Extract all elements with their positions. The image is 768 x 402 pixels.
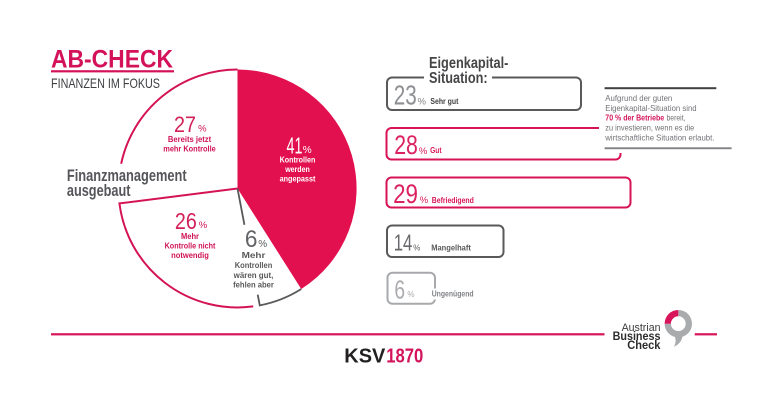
svg-text:Mangelhaft: Mangelhaft <box>431 243 471 253</box>
svg-text:Ungenügend: Ungenügend <box>432 289 474 299</box>
svg-text:70 % der Betriebe: 70 % der Betriebe <box>605 113 664 123</box>
svg-text:%: % <box>199 220 208 231</box>
svg-text:14: 14 <box>394 230 413 256</box>
svg-text:AB-CHECK: AB-CHECK <box>51 45 173 73</box>
svg-text:Bereits jetzt: Bereits jetzt <box>168 135 212 144</box>
svg-text:Befriedigend: Befriedigend <box>432 195 474 205</box>
svg-text:23: 23 <box>394 80 417 111</box>
svg-text:28: 28 <box>394 130 418 160</box>
svg-text:%: % <box>198 123 207 134</box>
svg-text:27: 27 <box>174 112 196 137</box>
svg-text:zu investieren, wenn es die: zu investieren, wenn es die <box>605 123 694 133</box>
svg-text:Mehr: Mehr <box>181 232 199 241</box>
svg-text:werden: werden <box>284 165 310 174</box>
svg-text:Check: Check <box>627 340 661 352</box>
svg-text:Kontrolle nicht: Kontrolle nicht <box>165 241 216 250</box>
svg-text:FINANZEN IM FOKUS: FINANZEN IM FOKUS <box>51 76 160 91</box>
svg-text:6: 6 <box>245 227 258 253</box>
svg-text:Kontrollen: Kontrollen <box>280 156 316 165</box>
svg-text:6: 6 <box>394 277 405 305</box>
svg-text:ausgebaut: ausgebaut <box>67 182 131 200</box>
svg-text:41: 41 <box>287 132 303 158</box>
svg-text:29: 29 <box>393 179 418 209</box>
svg-text:%: % <box>407 290 414 299</box>
svg-text:%: % <box>418 97 427 108</box>
svg-text:notwendig: notwendig <box>171 251 209 260</box>
svg-text:mehr Kontrolle: mehr Kontrolle <box>163 145 216 154</box>
svg-text:Finanzmanagement: Finanzmanagement <box>67 167 187 185</box>
svg-text:Eigenkapital-Situation sind: Eigenkapital-Situation sind <box>605 103 697 113</box>
svg-text:KSV: KSV <box>344 346 386 368</box>
svg-text:%: % <box>303 145 312 156</box>
svg-text:Business: Business <box>613 331 661 343</box>
svg-text:Austrian: Austrian <box>622 322 661 334</box>
svg-text:Mehr: Mehr <box>242 251 266 260</box>
svg-text:Situation:: Situation: <box>429 70 488 87</box>
svg-text:%: % <box>413 244 420 253</box>
svg-text:Eigenkapital-: Eigenkapital- <box>429 55 508 72</box>
svg-text:Kontrollen: Kontrollen <box>235 261 273 270</box>
svg-text:%: % <box>420 195 429 206</box>
svg-text:Aufgrund der guten: Aufgrund der guten <box>605 93 672 103</box>
svg-text:angepasst: angepasst <box>280 175 316 184</box>
svg-text:%: % <box>258 239 267 250</box>
svg-text:%: % <box>419 146 428 157</box>
svg-text:fehlen aber: fehlen aber <box>233 280 274 289</box>
svg-text:Gut: Gut <box>430 145 442 155</box>
svg-text:26: 26 <box>175 208 197 234</box>
svg-text:1870: 1870 <box>386 346 423 368</box>
svg-text:bereit,: bereit, <box>667 113 686 123</box>
svg-text:Sehr gut: Sehr gut <box>430 96 458 106</box>
svg-text:wären gut,: wären gut, <box>233 271 274 280</box>
svg-text:wirtschaftliche Situation erla: wirtschaftliche Situation erlaubt. <box>604 132 714 142</box>
